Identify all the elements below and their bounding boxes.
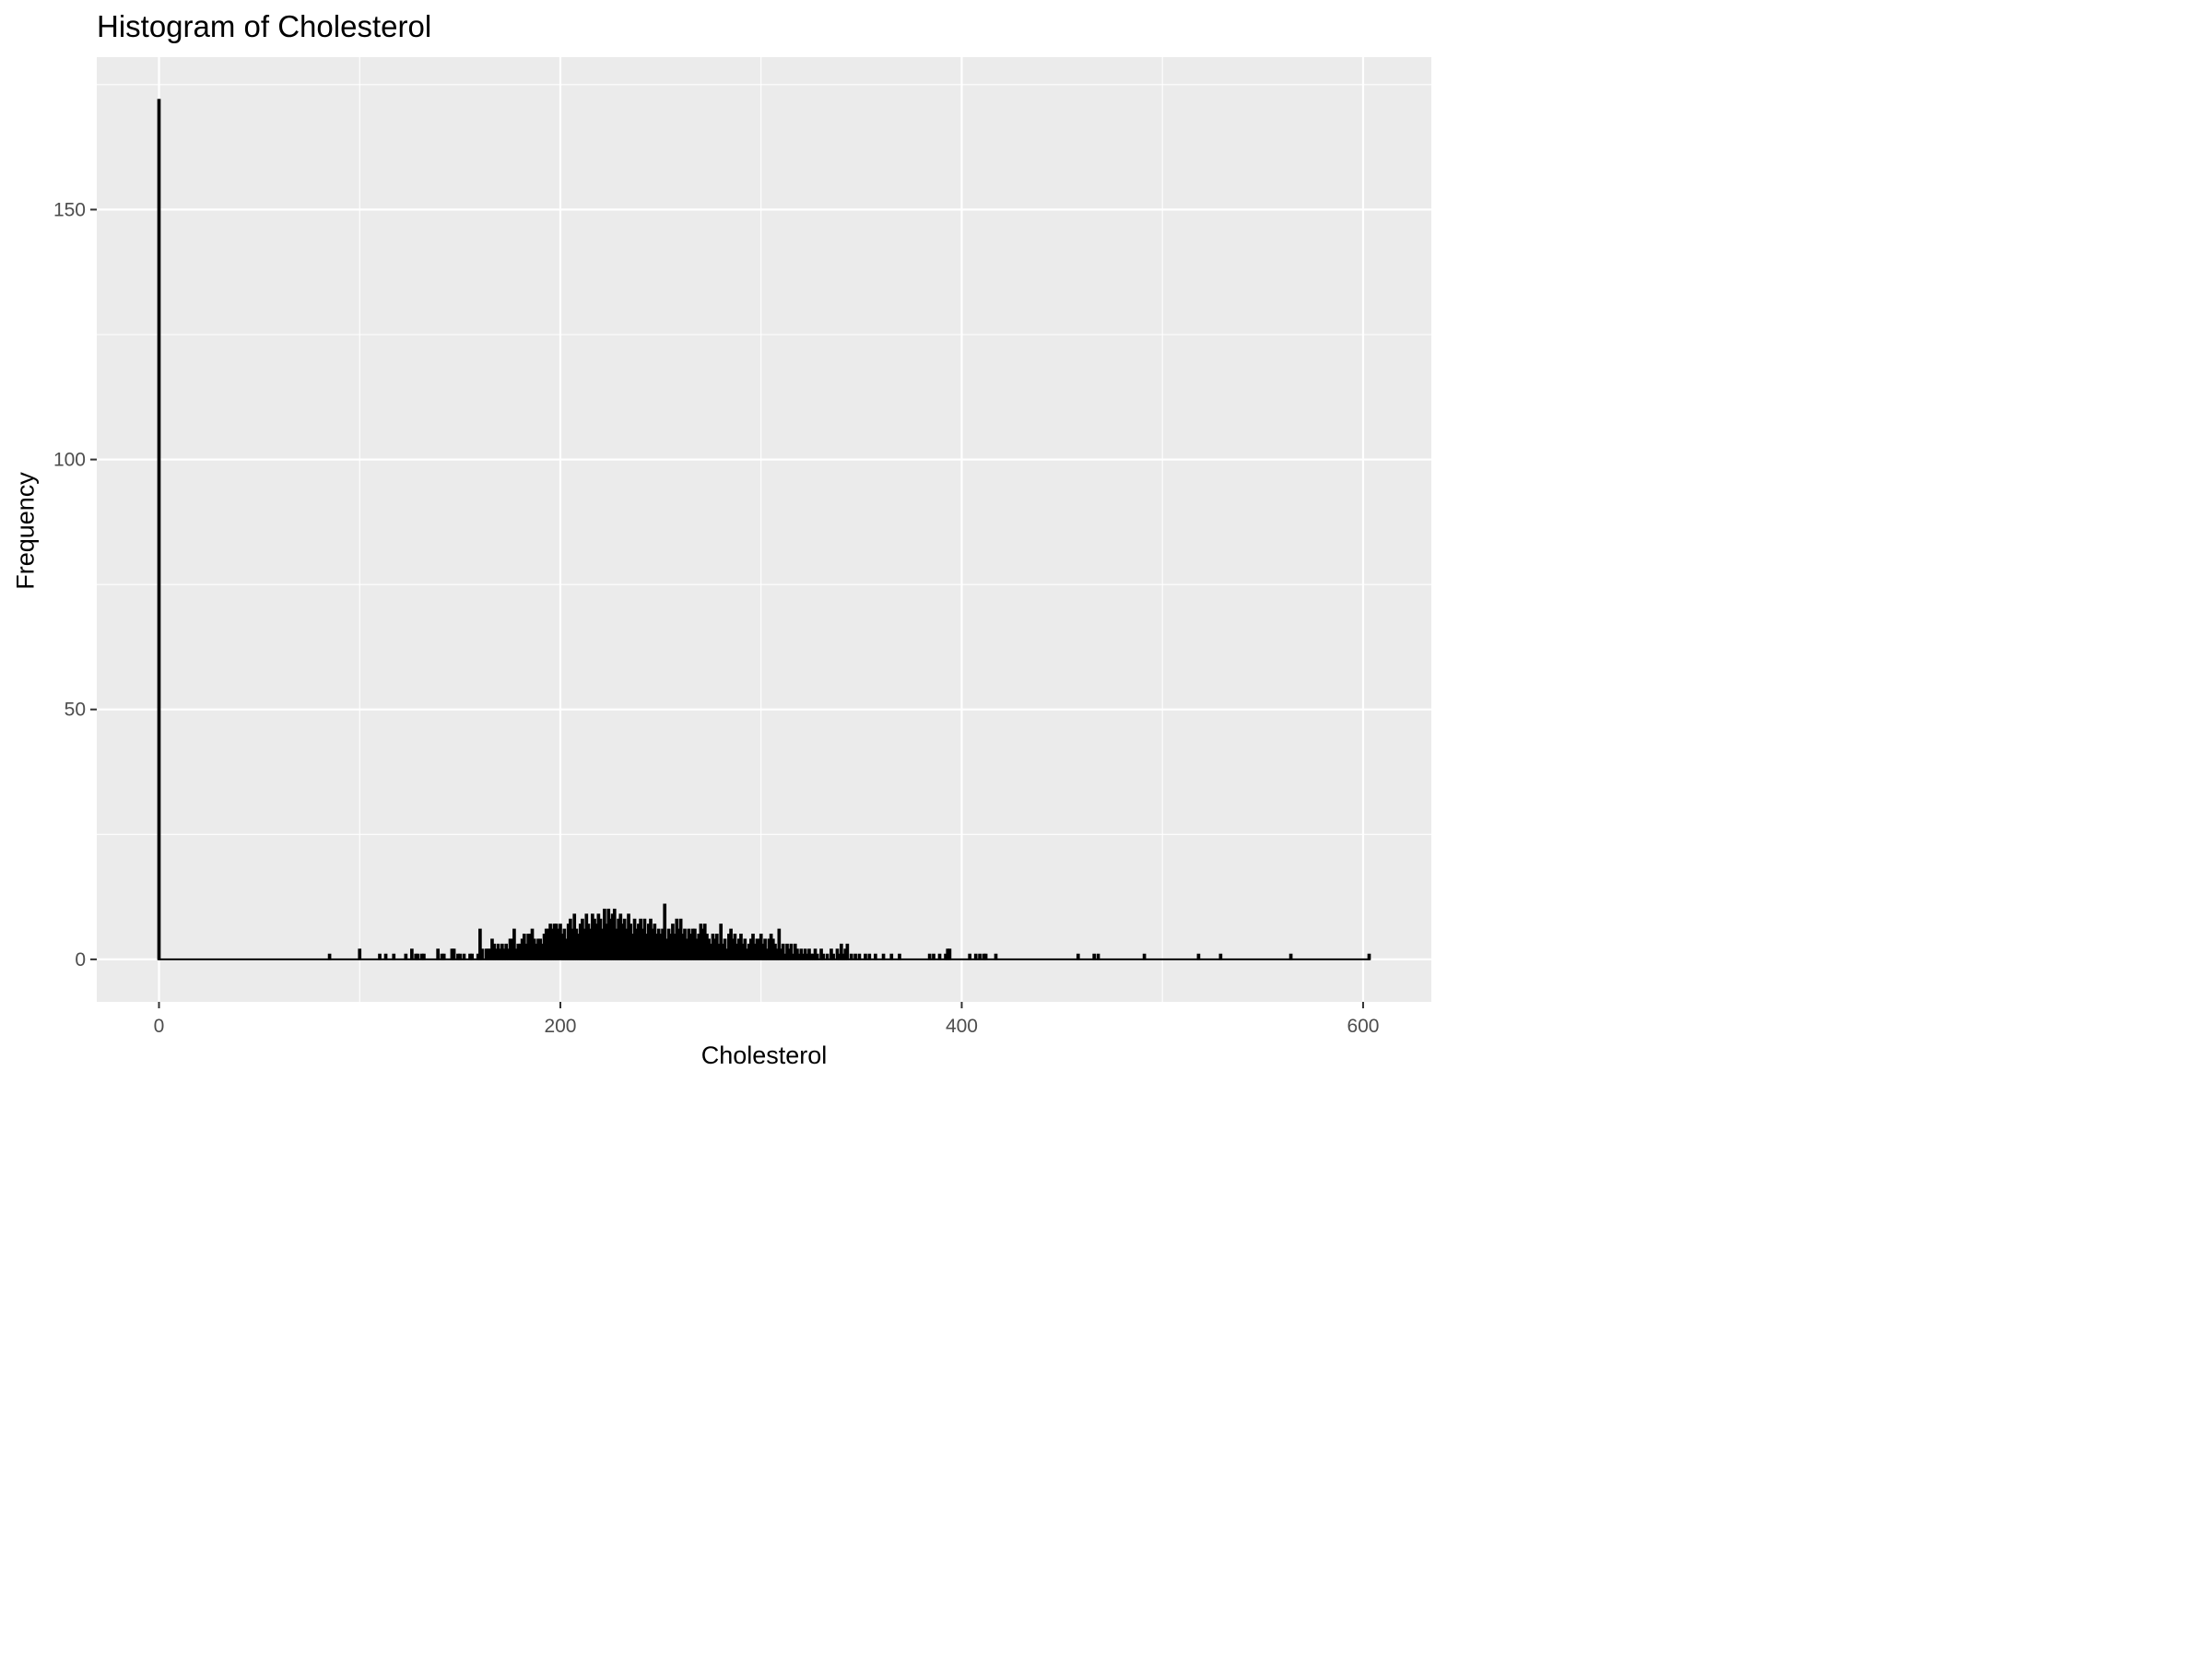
- x-axis-label: Cholesterol: [700, 1041, 828, 1069]
- histogram-bar: [1076, 953, 1080, 960]
- histogram-bar: [898, 953, 901, 960]
- histogram-bar: [994, 953, 998, 960]
- plot-panel: [97, 57, 1431, 1002]
- histogram-bar: [416, 953, 420, 960]
- histogram-bar: [821, 953, 826, 960]
- histogram-bar: [889, 953, 894, 960]
- histogram-chart: 0 200 400 600 0 50 100 150: [53, 57, 1431, 1037]
- y-tick-label: 150: [53, 199, 86, 220]
- histogram-bar: [867, 953, 872, 960]
- histogram-bar: [410, 948, 414, 960]
- histogram-bar: [864, 953, 867, 960]
- histogram-bar: [983, 953, 988, 960]
- histogram-bar: [452, 948, 456, 960]
- histogram-bar: [947, 948, 952, 960]
- histogram-bar: [1092, 953, 1097, 960]
- histogram-bar: [881, 953, 886, 960]
- histogram-bar: [458, 953, 462, 960]
- histogram-bar: [932, 953, 935, 960]
- histogram-bar: [777, 928, 782, 960]
- histogram-bar: [874, 953, 877, 960]
- chart-title: Histogram of Cholesterol: [97, 9, 432, 43]
- histogram-bar: [462, 953, 466, 960]
- histogram-bar: [512, 928, 516, 960]
- histogram-bar: [157, 99, 161, 960]
- x-tick-label: 400: [946, 1016, 978, 1037]
- histogram-bar: [1142, 953, 1147, 960]
- x-tick-label: 0: [154, 1016, 165, 1037]
- histogram-bar: [839, 943, 843, 960]
- histogram-bar: [436, 948, 441, 960]
- histogram-bar: [937, 953, 942, 960]
- histogram-bar: [392, 953, 396, 960]
- histogram-bar: [358, 948, 362, 960]
- histogram-bar: [383, 953, 388, 960]
- histogram-bar: [927, 953, 932, 960]
- histogram-bar: [480, 948, 484, 960]
- histogram-bar: [789, 943, 794, 960]
- x-tick-label: 600: [1347, 1016, 1379, 1037]
- histogram-bar: [478, 928, 482, 960]
- histogram-bar: [781, 943, 785, 960]
- histogram-bar: [327, 953, 332, 960]
- histogram-bar: [1367, 953, 1371, 960]
- histogram-bar: [663, 903, 667, 960]
- histogram-bar: [968, 953, 972, 960]
- histogram-bar: [1196, 953, 1201, 960]
- histogram-bar: [1218, 953, 1223, 960]
- histogram-bar: [978, 953, 982, 960]
- histogram-bar: [815, 953, 819, 960]
- histogram-bar: [422, 953, 426, 960]
- histogram-bar: [441, 953, 446, 960]
- y-tick-label: 0: [75, 949, 86, 971]
- y-tick-label: 50: [65, 700, 86, 721]
- histogram-bar: [853, 953, 857, 960]
- histogram-bar: [1288, 953, 1293, 960]
- histogram-bar: [825, 953, 830, 960]
- histogram-bar: [719, 924, 724, 960]
- histogram-bar: [831, 953, 835, 960]
- histogram-bar: [845, 943, 850, 960]
- histogram-bar: [1096, 953, 1100, 960]
- histogram-bar: [404, 953, 408, 960]
- histogram-bar: [470, 953, 475, 960]
- histogram-bar: [973, 953, 978, 960]
- histogram-bar: [378, 953, 382, 960]
- x-tick-label: 200: [544, 1016, 576, 1037]
- histogram-bar: [857, 953, 862, 960]
- histogram-bar: [849, 953, 853, 960]
- y-tick-label: 100: [53, 450, 86, 471]
